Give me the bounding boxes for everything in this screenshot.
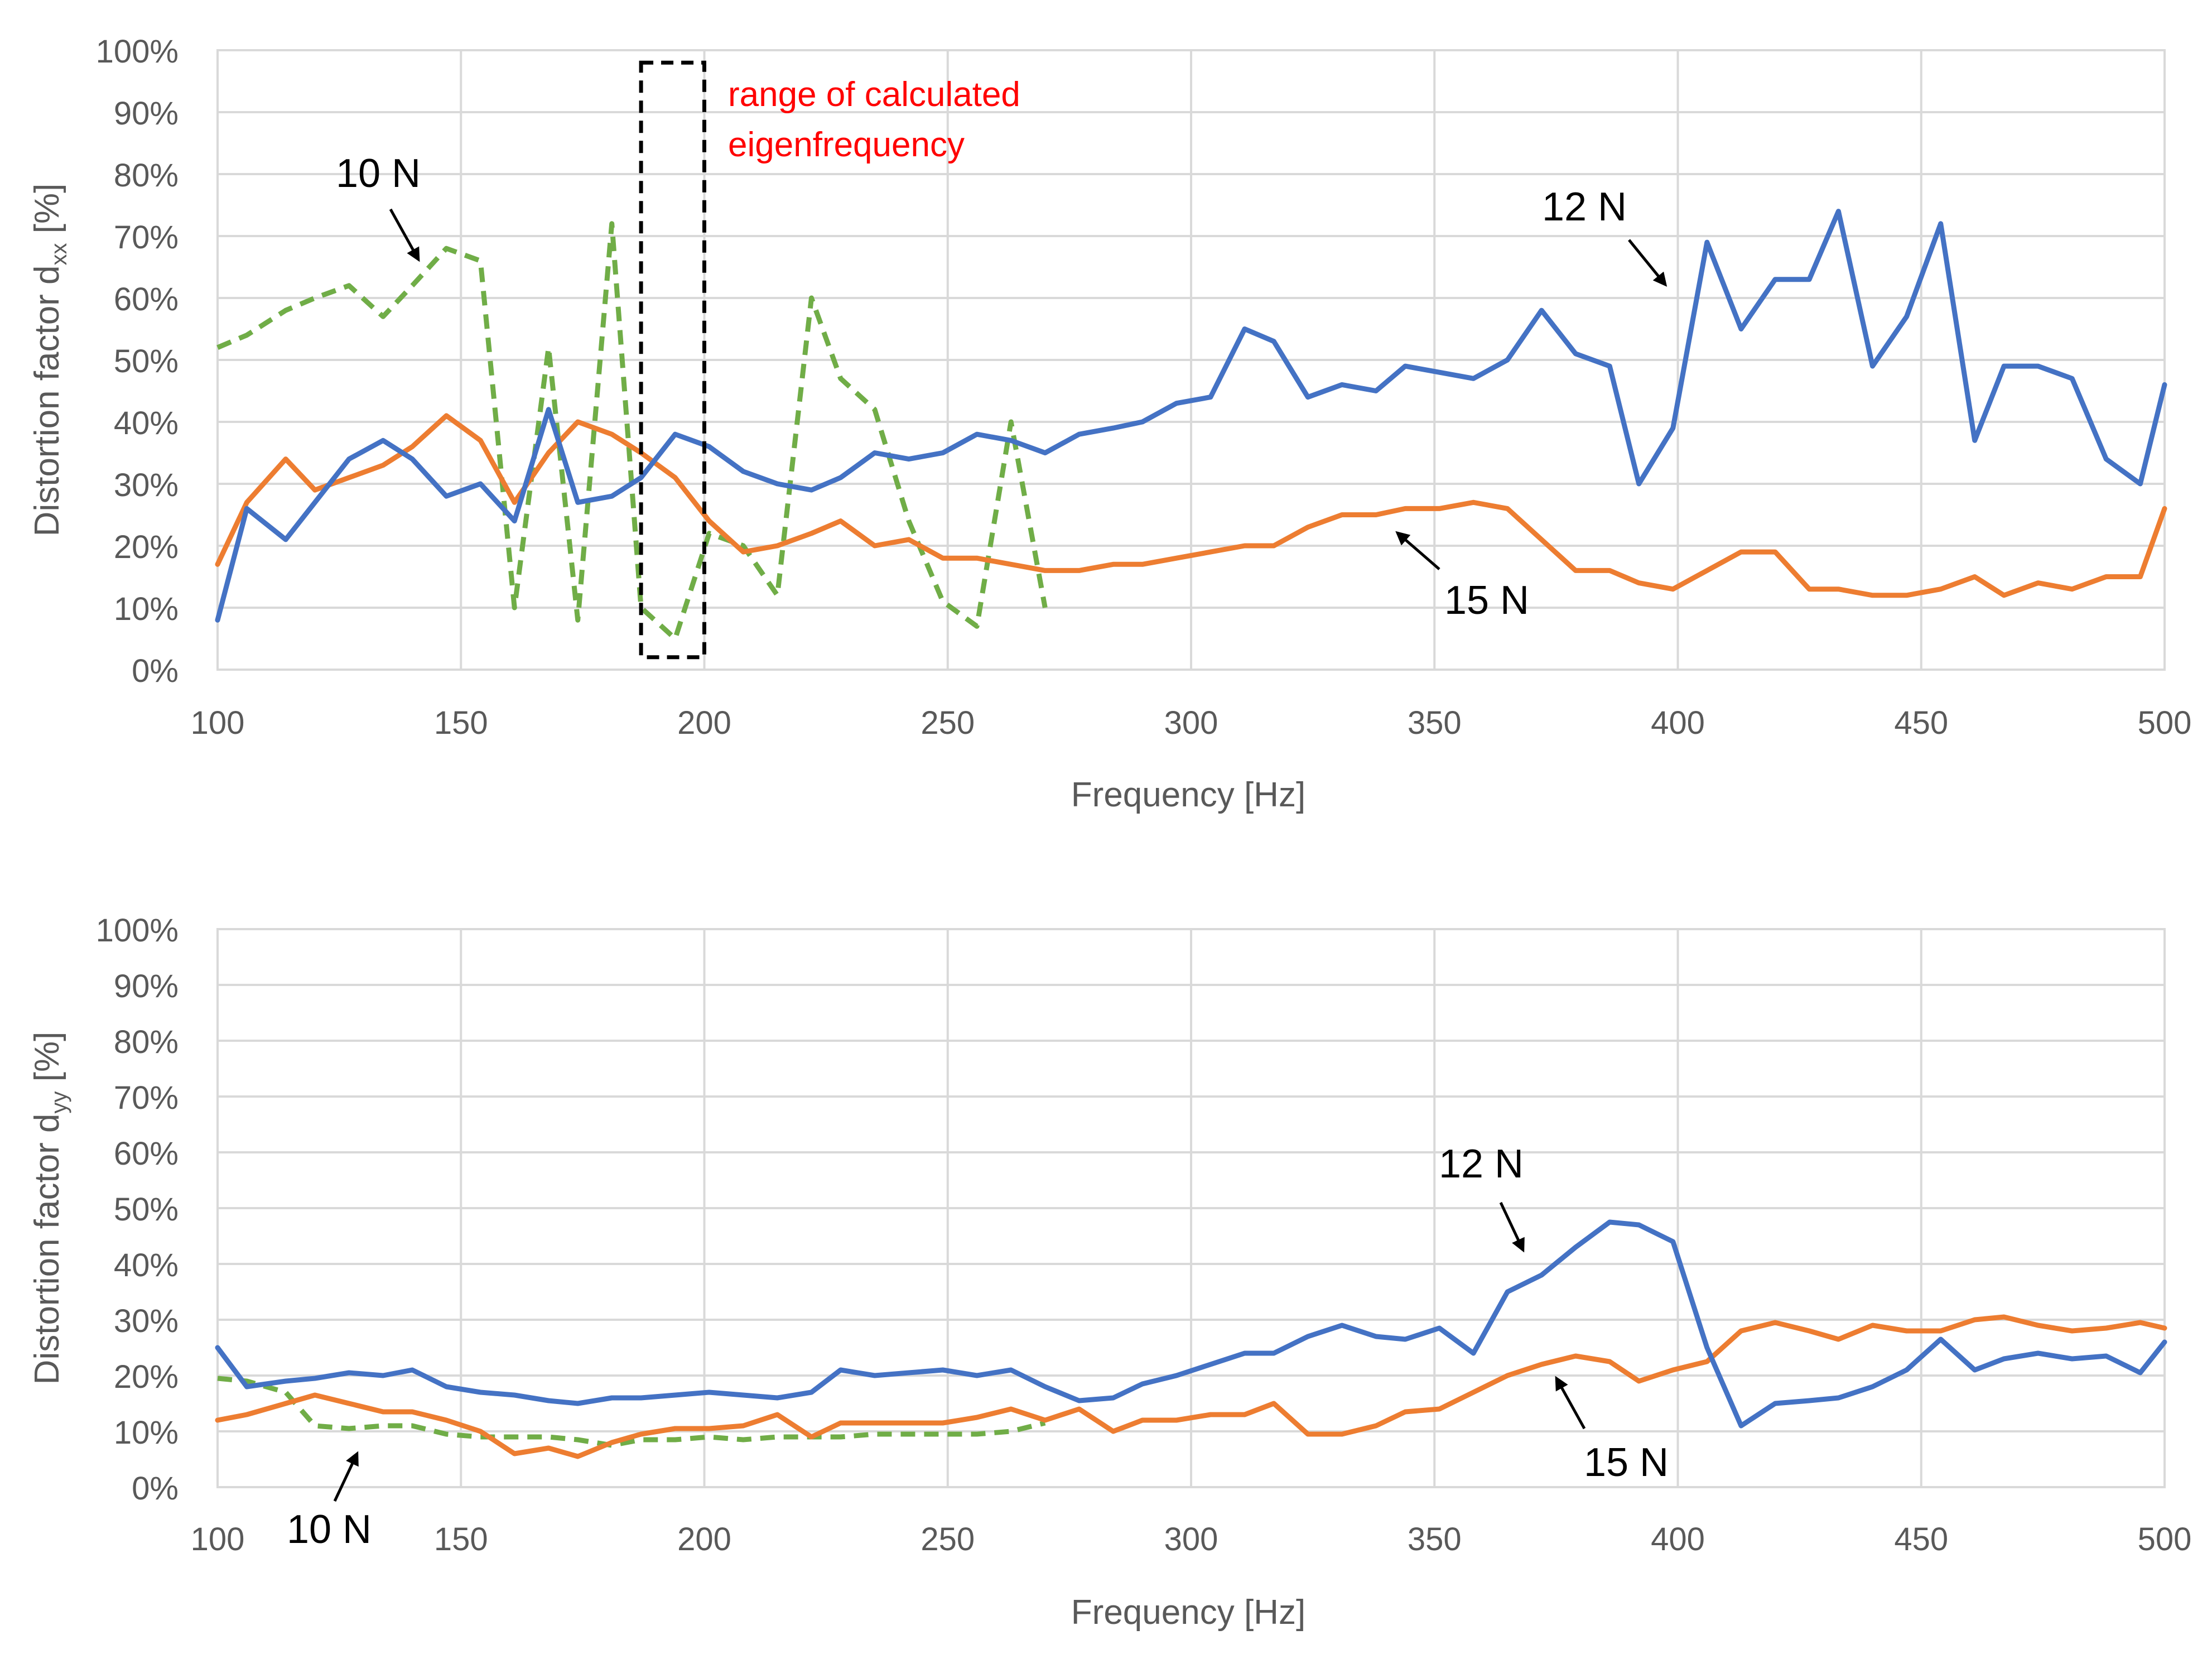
eigenfrequency-range-box <box>639 60 706 660</box>
bottom-x-tick-label: 450 <box>1894 1521 1948 1557</box>
bottom-x-tick-label: 350 <box>1408 1521 1462 1557</box>
chart-top: 0% 10% 20% 30% 40% 50% 60% 70% 80% 90% 100% 100 150… <box>28 33 2191 814</box>
bottom-annotation-12n-arrow <box>1499 1201 1525 1253</box>
bottom-y-tick-label: 90% <box>114 968 179 1004</box>
top-y-axis-label-suffix: [%] <box>28 184 66 243</box>
bottom-annotation-10n-label: 10 N <box>287 1507 372 1552</box>
top-series-group <box>215 209 2167 641</box>
bottom-annotation-15n-arrow <box>1555 1376 1586 1430</box>
bottom-gridlines <box>216 928 2166 1488</box>
bottom-y-tick-label: 50% <box>114 1191 179 1228</box>
bottom-series-10n-line <box>217 1376 1046 1448</box>
bottom-x-tick-label: 200 <box>677 1521 731 1557</box>
top-x-tick-label: 300 <box>1164 705 1218 741</box>
top-x-tick-label: 150 <box>434 705 488 741</box>
top-y-tick-label: 0% <box>132 653 179 689</box>
bottom-plot-frame <box>216 928 2166 1488</box>
top-y-axis-label: Distortion factor dxx [%] <box>28 184 71 537</box>
bottom-annotation-12n-label: 12 N <box>1439 1142 1524 1186</box>
top-y-tick-label: 100% <box>96 33 179 70</box>
top-y-tick-label: 40% <box>114 405 179 441</box>
top-y-tick-label: 30% <box>114 467 179 503</box>
bottom-y-axis-label-subscript: yy <box>47 1091 71 1113</box>
top-x-tick-label: 400 <box>1651 705 1705 741</box>
bottom-y-tick-label: 70% <box>114 1080 179 1116</box>
bottom-y-axis-label: Distortion factor dyy [%] <box>28 1032 71 1385</box>
eigenfrequency-annotation-line2: eigenfrequency <box>728 126 965 164</box>
bottom-y-axis-label-suffix: [%] <box>28 1032 66 1092</box>
eigenfrequency-annotation-line1: range of calculated <box>728 75 1020 114</box>
bottom-y-tick-labels: 0% 10% 20% 30% 40% 50% 60% 70% 80% 90% 100% <box>96 912 179 1507</box>
top-annotation-15n-arrow <box>1395 531 1440 570</box>
top-annotation-10n-arrow <box>389 208 420 262</box>
top-series-10n-line <box>216 221 1048 641</box>
bottom-x-tick-label: 500 <box>2138 1521 2192 1557</box>
bottom-x-tick-label: 300 <box>1164 1521 1218 1557</box>
top-annotation-10n-label: 10 N <box>336 151 421 196</box>
bottom-y-tick-label: 60% <box>114 1136 179 1172</box>
top-y-axis-label-main: Distortion factor d <box>28 265 66 536</box>
top-series-15n-line <box>215 413 2167 598</box>
bottom-x-tick-label: 400 <box>1651 1521 1705 1557</box>
top-x-tick-label: 450 <box>1894 705 1948 741</box>
top-x-tick-labels: 100 150 200 250 300 350 400 450 500 <box>191 705 2192 741</box>
bottom-series-12n-line <box>215 1219 2167 1429</box>
top-y-tick-label: 90% <box>114 95 179 132</box>
chart-bottom: 0% 10% 20% 30% 40% 50% 60% 70% 80% 90% 100% 100 150… <box>28 912 2191 1632</box>
top-y-tick-labels: 0% 10% 20% 30% 40% 50% 60% 70% 80% 90% 100% <box>96 33 179 689</box>
bottom-series-group <box>215 1219 2167 1459</box>
bottom-y-tick-label: 20% <box>114 1359 179 1395</box>
top-annotation-12n-arrow <box>1628 239 1668 287</box>
bottom-x-axis-label: Frequency [Hz] <box>1071 1593 1305 1632</box>
top-y-tick-label: 60% <box>114 281 179 318</box>
bottom-y-tick-label: 0% <box>132 1470 179 1507</box>
bottom-y-tick-label: 80% <box>114 1024 179 1060</box>
top-y-tick-label: 20% <box>114 529 179 565</box>
bottom-annotation-10n-arrow <box>333 1451 359 1502</box>
top-y-tick-label: 80% <box>114 157 179 194</box>
bottom-y-axis-label-main: Distortion factor d <box>28 1113 66 1384</box>
bottom-y-tick-label: 100% <box>96 912 179 949</box>
top-x-tick-label: 100 <box>191 705 245 741</box>
top-series-12n-line <box>215 209 2167 623</box>
top-y-tick-label: 50% <box>114 343 179 379</box>
top-x-tick-label: 250 <box>921 705 975 741</box>
top-plot-frame <box>216 49 2166 671</box>
top-x-tick-label: 500 <box>2138 705 2192 741</box>
top-x-axis-label: Frequency [Hz] <box>1071 776 1305 814</box>
bottom-x-tick-label: 150 <box>434 1521 488 1557</box>
top-annotation-15n-label: 15 N <box>1444 578 1529 623</box>
bottom-y-tick-label: 40% <box>114 1247 179 1283</box>
top-annotation-12n-label: 12 N <box>1542 185 1627 229</box>
top-y-axis-label-subscript: xx <box>47 243 71 265</box>
top-x-tick-label: 200 <box>677 705 731 741</box>
top-y-tick-label: 70% <box>114 219 179 256</box>
bottom-y-tick-label: 30% <box>114 1303 179 1339</box>
bottom-x-tick-label: 100 <box>191 1521 245 1557</box>
top-x-tick-label: 350 <box>1408 705 1462 741</box>
bottom-series-15n-line <box>215 1314 2167 1459</box>
top-y-tick-label: 10% <box>114 591 179 627</box>
bottom-x-tick-label: 250 <box>921 1521 975 1557</box>
bottom-x-tick-labels: 100 150 200 250 300 350 400 450 500 <box>191 1521 2192 1557</box>
bottom-annotation-15n-label: 15 N <box>1584 1440 1669 1485</box>
bottom-y-tick-label: 10% <box>114 1415 179 1451</box>
